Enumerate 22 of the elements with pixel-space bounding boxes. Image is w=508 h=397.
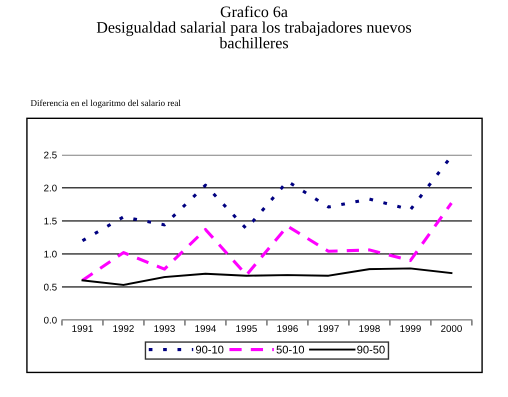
- legend-label: 90-10: [196, 346, 224, 354]
- x-tick-label: 1996: [277, 325, 298, 332]
- line-series: [80, 202, 453, 282]
- x-tick-label: 1992: [113, 325, 134, 332]
- y-tick-label: 2.5: [44, 152, 57, 158]
- x-tick-label: 1995: [236, 325, 257, 332]
- x-tick-label: 1994: [195, 325, 216, 332]
- y-tick-label: 1.5: [44, 218, 57, 225]
- y-tick-label: 2.0: [44, 184, 57, 192]
- legend-label: 90-50: [357, 346, 385, 354]
- x-tick-label: 1993: [154, 325, 175, 332]
- x-tick-label: 2000: [441, 325, 462, 332]
- legend-label: 50-10: [276, 346, 304, 354]
- x-tick-label: 1997: [318, 325, 339, 332]
- y-tick-label: 1.0: [44, 250, 57, 258]
- x-tick-label: 1991: [72, 325, 93, 332]
- text: Diferencia en el logaritmo del salario real: [30, 100, 181, 108]
- y-tick-label: 0.0: [44, 316, 57, 324]
- x-tick-label: 1998: [359, 325, 380, 332]
- x-tick-label: 1999: [400, 325, 421, 332]
- chart-title: Grafico 6a Desigualdad salarial para los trabajadores nuevos bachilleres: [96, 6, 412, 48]
- y-tick-label: 0.5: [44, 284, 57, 291]
